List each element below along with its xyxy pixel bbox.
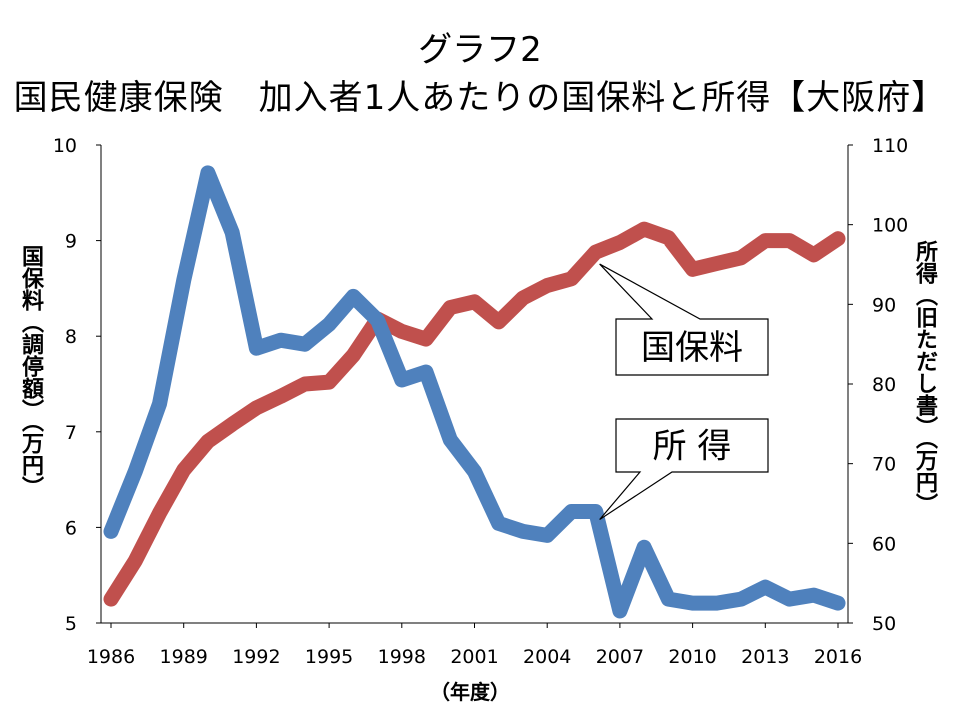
x-tick-label: 1986 xyxy=(87,646,135,668)
y-left-tick-label: 9 xyxy=(65,231,77,253)
y-left-tick-label: 5 xyxy=(65,613,77,635)
series-line-income xyxy=(103,165,846,619)
x-tick-label: 1998 xyxy=(378,646,426,668)
x-tick-label: 2010 xyxy=(668,646,716,668)
series-line-premium xyxy=(103,221,846,607)
y-right-tick-label: 60 xyxy=(872,533,896,555)
y-right-tick-label: 110 xyxy=(872,135,908,157)
x-axis-label: （年度） xyxy=(430,680,510,704)
callout-box xyxy=(599,263,769,376)
chart-subtitle: 国民健康保険 加入者1人あたりの国保料と所得【大阪府】 xyxy=(13,78,947,118)
x-tick-label: 1992 xyxy=(232,646,280,668)
axes: 5 6 7 8 9 10 50 60 70 80 90 100 110 1986 1989 1992 1995 1… xyxy=(53,135,908,668)
callout-box xyxy=(599,418,769,520)
y-left-tick-label: 6 xyxy=(65,517,77,539)
y-right-tick-label: 50 xyxy=(872,613,896,635)
x-tick-label: 2004 xyxy=(523,646,571,668)
x-tick-label: 2016 xyxy=(814,646,862,668)
y-axis-right-label: 所得（旧ただし書）（万円） xyxy=(912,240,937,515)
series-layer xyxy=(103,165,846,619)
y-right-tick-label: 70 xyxy=(872,454,896,476)
y-left-tick-label: 8 xyxy=(65,326,77,348)
callout-label: 国保料 xyxy=(641,328,743,368)
x-tick-label: 2013 xyxy=(741,646,789,668)
x-tick-label: 2007 xyxy=(596,646,644,668)
y-axis-left-label: 国保料（調停額）（万円） xyxy=(18,245,43,498)
chart-title: グラフ2 xyxy=(418,30,542,70)
x-tick-label: 1989 xyxy=(160,646,208,668)
y-left-tick-label: 7 xyxy=(65,422,77,444)
callout-label: 所 得 xyxy=(653,427,732,467)
y-right-tick-label: 80 xyxy=(872,374,896,396)
y-right-tick-label: 90 xyxy=(872,294,896,316)
x-tick-label: 1995 xyxy=(305,646,353,668)
y-right-tick-label: 100 xyxy=(872,215,908,237)
x-tick-label: 2001 xyxy=(450,646,498,668)
y-left-tick-label: 10 xyxy=(53,135,77,157)
